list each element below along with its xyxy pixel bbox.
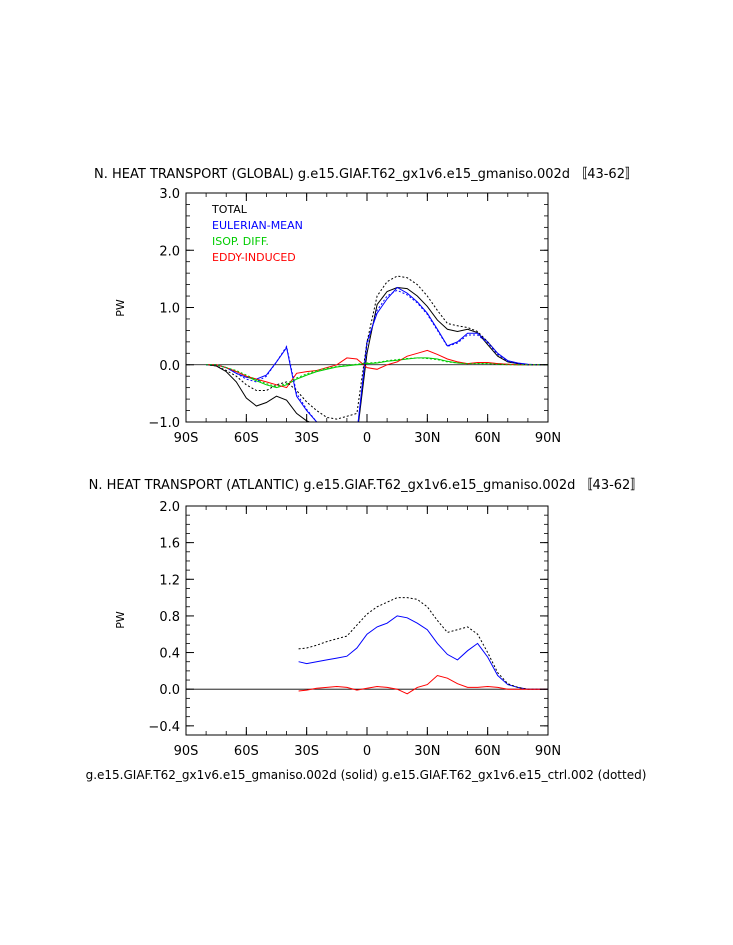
x-tick-label: 60N xyxy=(475,744,501,759)
legend-total: TOTAL xyxy=(211,203,248,216)
x-tick-label: 0 xyxy=(363,431,371,446)
x-tick-label: 60N xyxy=(475,431,501,446)
y-tick-label: 0.0 xyxy=(159,683,180,698)
series-isop-diff xyxy=(206,357,548,389)
x-tick-label: 30N xyxy=(414,431,440,446)
atlantic-series-group xyxy=(298,597,548,695)
series-total-ctrl xyxy=(298,597,548,690)
atlantic-heat-transport-panel: N. HEAT TRANSPORT (ATLANTIC) g.e15.GIAF.… xyxy=(89,478,644,759)
y-tick-label: 1.6 xyxy=(159,537,180,552)
global-y-axis-label: PW xyxy=(114,299,127,317)
y-tick-label: 0.8 xyxy=(159,610,180,625)
y-tick-label: 2.0 xyxy=(159,244,180,259)
global-heat-transport-panel: N. HEAT TRANSPORT (GLOBAL) g.e15.GIAF.T6… xyxy=(94,167,638,446)
legend-eulerian-mean: EULERIAN-MEAN xyxy=(212,219,303,232)
x-tick-label: 30S xyxy=(294,744,319,759)
series-total-ctrl xyxy=(206,275,548,420)
y-tick-label: 1.0 xyxy=(159,302,180,317)
atlantic-plot-frame xyxy=(185,505,549,736)
global-legend: TOTAL EULERIAN-MEAN ISOP. DIFF. EDDY-IND… xyxy=(211,203,303,264)
x-tick-label: 0 xyxy=(363,744,371,759)
series-isop-diff-ctrl xyxy=(206,357,548,388)
x-tick-label: 90S xyxy=(174,744,199,759)
atlantic-y-axis-label: PW xyxy=(114,611,127,629)
y-tick-label: 2.0 xyxy=(159,500,180,515)
y-tick-label: −1.0 xyxy=(148,416,180,431)
footer-caption: g.e15.GIAF.T62_gx1v6.e15_gmaniso.002d (s… xyxy=(86,768,647,782)
x-tick-label: 90S xyxy=(174,431,199,446)
global-series-group xyxy=(206,275,548,422)
x-tick-label: 60S xyxy=(234,431,259,446)
series-total xyxy=(206,286,548,422)
y-tick-label: −0.4 xyxy=(148,720,180,735)
series-eulerian-mean xyxy=(298,615,548,690)
y-tick-label: 1.2 xyxy=(159,573,180,588)
series-eulerian-mean xyxy=(206,286,548,422)
y-tick-label: 3.0 xyxy=(159,187,180,202)
atlantic-chart-title: N. HEAT TRANSPORT (ATLANTIC) g.e15.GIAF.… xyxy=(89,478,644,493)
legend-isop-diff: ISOP. DIFF. xyxy=(212,235,269,248)
series-eddy-induced xyxy=(206,349,548,389)
x-tick-label: 30S xyxy=(294,431,319,446)
x-tick-label: 90N xyxy=(535,744,561,759)
global-axis-ticks: −1.0 0.0 1.0 2.0 3.0 90S 60S 30S 0 30N 60N 90N xyxy=(148,187,561,446)
series-eulerian-mean-ctrl xyxy=(206,289,548,422)
x-tick-label: 60S xyxy=(234,744,259,759)
y-tick-label: 0.4 xyxy=(159,647,180,662)
x-tick-label: 90N xyxy=(535,431,561,446)
x-tick-label: 30N xyxy=(414,744,440,759)
y-tick-label: 0.0 xyxy=(159,359,180,374)
series-eddy-induced xyxy=(298,674,548,695)
atlantic-axis-ticks: −0.4 0.0 0.4 0.8 1.2 1.6 2.0 90S 60S 30S 0 30N 60N 90… xyxy=(148,500,561,759)
global-chart-title: N. HEAT TRANSPORT (GLOBAL) g.e15.GIAF.T6… xyxy=(94,167,638,182)
legend-eddy-induced: EDDY-INDUCED xyxy=(212,251,296,264)
